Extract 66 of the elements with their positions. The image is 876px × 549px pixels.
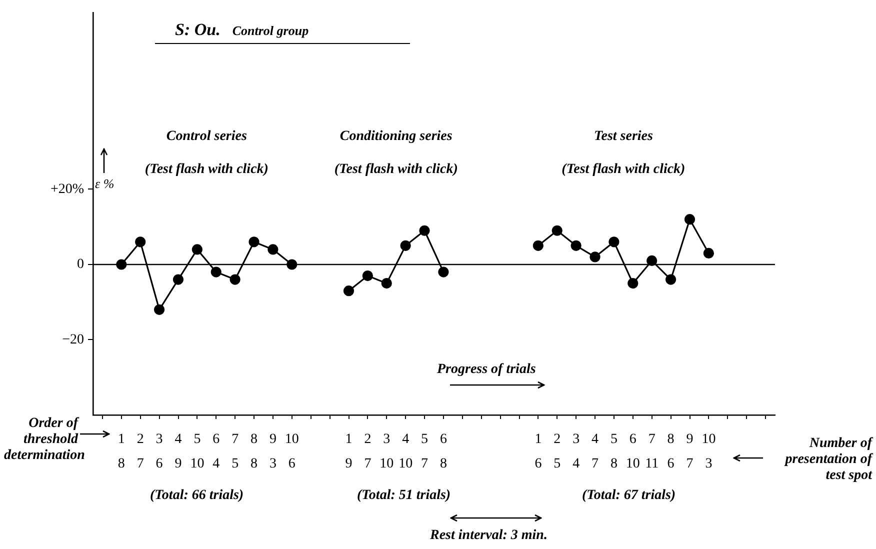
point	[552, 225, 562, 236]
point	[438, 266, 449, 278]
x-tick-label: 1 9	[345, 432, 352, 472]
text: (Total: 67 trials)	[582, 488, 676, 504]
text: S: Ou.	[175, 20, 220, 39]
x-tick-label: 6 8	[440, 432, 447, 472]
point	[400, 240, 411, 251]
point	[703, 248, 714, 259]
x-axis-title: Progress of trials	[437, 362, 536, 378]
x-tick-label: 5 7	[421, 432, 428, 472]
point	[590, 252, 600, 262]
text: Conditioning series (Test flash with click)	[334, 129, 458, 177]
x-tick-label: 3 6	[156, 432, 163, 472]
point	[343, 286, 354, 296]
point	[419, 225, 430, 236]
x-tick-label: 1 6	[534, 432, 542, 472]
point	[608, 236, 620, 248]
point	[172, 274, 184, 285]
x-tick-label: 4 7	[592, 432, 599, 472]
text: (Total: 51 trials)	[357, 488, 451, 504]
point	[381, 278, 392, 289]
y-axis-title: ε %	[95, 176, 114, 192]
point	[192, 244, 202, 255]
point	[666, 274, 676, 285]
text: (Total: 66 trials)	[150, 488, 244, 504]
x-tick-label: 2 7	[136, 432, 144, 472]
x-tick-label: 4 9	[174, 432, 182, 472]
text: Test series (Test flash with click)	[562, 129, 686, 177]
x-tick-label: 2 7	[364, 432, 372, 472]
x-tick-label: 3 10	[380, 432, 394, 472]
point	[628, 278, 638, 289]
x-tick-label: 8 8	[250, 432, 258, 472]
text: Order of threshold determination	[4, 416, 85, 464]
x-tick-label: 9 3	[269, 432, 276, 472]
point	[362, 270, 373, 282]
text: Control series (Test flash with click)	[144, 129, 268, 177]
x-tick-label: 9 7	[686, 432, 694, 472]
point	[532, 240, 544, 251]
text: Rest interval: 3 min.	[430, 528, 548, 544]
x-tick-label: 8 6	[667, 432, 674, 472]
x-tick-label: 3 4	[572, 432, 580, 472]
x-tick-label: 1 8	[118, 432, 125, 472]
y-tick-label: 0	[77, 257, 84, 272]
point	[210, 266, 222, 278]
x-tick-label: 6 10	[626, 432, 640, 472]
point	[268, 244, 278, 255]
x-tick-label: 10 6	[284, 432, 299, 472]
x-tick-label: 5 10	[190, 432, 204, 472]
x-tick-label: 7 11	[645, 432, 659, 472]
point	[684, 214, 696, 225]
x-tick-label: 7 5	[232, 432, 239, 472]
point	[248, 236, 260, 248]
y-tick-label: −20	[62, 332, 84, 348]
x-tick-label: 2 5	[554, 432, 561, 472]
point	[230, 274, 240, 285]
x-tick-label: 5 8	[610, 432, 618, 472]
x-tick-label: 4 10	[398, 432, 413, 472]
text: Number of presentation of test spot	[784, 436, 872, 484]
point	[154, 304, 165, 315]
x-tick-label: 6 4	[212, 432, 220, 472]
point	[646, 255, 658, 266]
point	[570, 240, 582, 251]
text: Control group	[232, 23, 309, 38]
y-tick-label: +20%	[50, 182, 84, 197]
point	[135, 236, 146, 248]
x-tick-label: 10 3	[702, 432, 716, 472]
